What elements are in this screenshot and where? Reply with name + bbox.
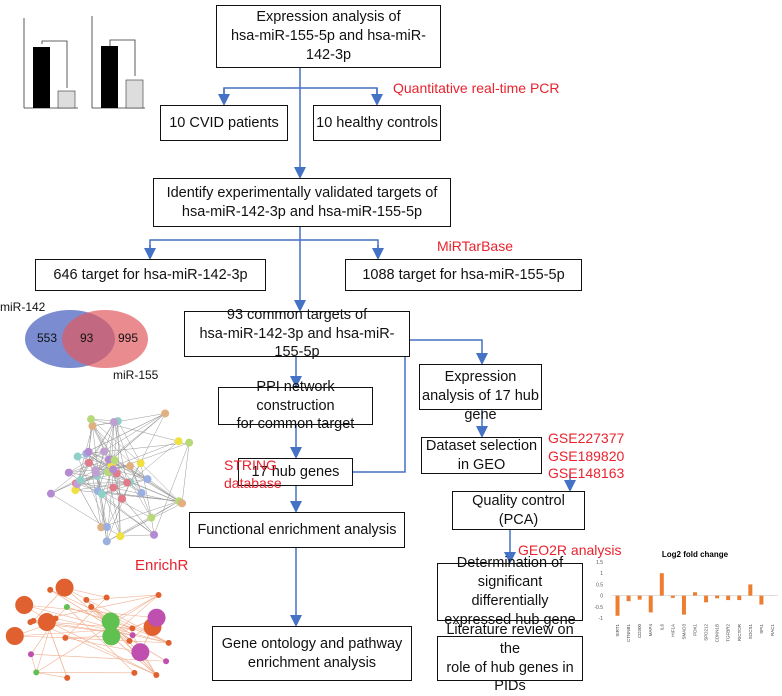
fold-change-bar — [616, 596, 620, 616]
y-tick-label: 1.5 — [596, 560, 603, 566]
x-tick-label: IL6 — [659, 624, 664, 631]
x-tick-label: PDK1 — [693, 624, 698, 636]
x-tick-label: TGFBR2 — [726, 624, 731, 642]
fold-change-bar — [682, 596, 686, 615]
y-tick-label: -0.5 — [594, 605, 603, 611]
y-tick-label: 0.5 — [596, 582, 603, 588]
y-tick-label: -1 — [599, 616, 604, 622]
chart-title: Log2 fold change — [662, 550, 729, 559]
x-tick-label: HIF1A — [670, 624, 675, 637]
fold-change-bar — [671, 596, 675, 598]
fold-change-bar — [660, 573, 664, 595]
y-tick-label: 1 — [600, 571, 603, 577]
x-tick-label: SPI1 — [759, 624, 764, 634]
fold-change-bar — [638, 596, 642, 600]
fold-change-bar — [748, 584, 752, 595]
y-tick-label: 0 — [600, 594, 603, 600]
x-tick-label: RICTOR — [737, 623, 742, 641]
x-tick-label: SPD212 — [704, 624, 709, 641]
fold-change-bar — [737, 596, 741, 600]
x-tick-label: CD300 — [637, 624, 642, 639]
fold-change-bar — [759, 596, 763, 605]
fold-change-bar — [649, 596, 653, 613]
x-tick-label: CDKN1B — [715, 624, 720, 642]
x-tick-label: RAC1 — [770, 624, 775, 637]
x-tick-label: SMAD3 — [681, 624, 686, 640]
fold-change-bar — [693, 592, 697, 595]
fold-change-bar — [715, 596, 719, 599]
fold-change-bar — [627, 596, 631, 602]
x-tick-label: SOCS1 — [748, 624, 753, 640]
x-tick-label: SIRT1 — [615, 624, 620, 637]
x-tick-label: CTNNB1 — [626, 624, 631, 642]
x-tick-label: MAP4 — [648, 624, 653, 637]
fold-change-bar — [726, 596, 730, 600]
fold-change-bar — [704, 596, 708, 603]
